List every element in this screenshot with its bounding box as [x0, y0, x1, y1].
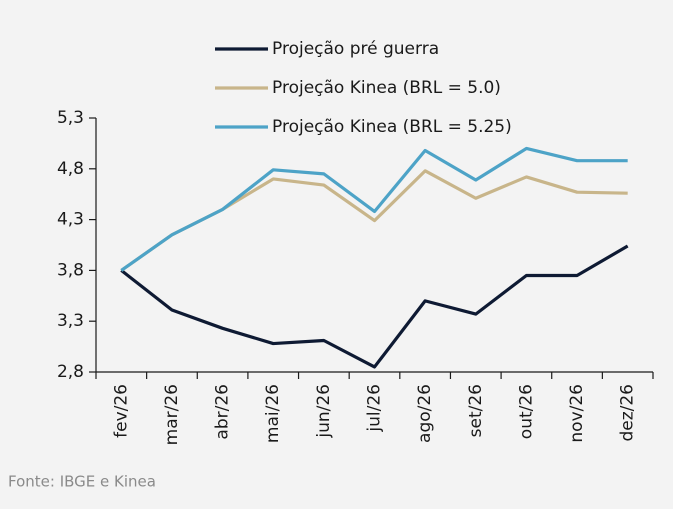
y-tick-label: 4,3: [57, 210, 84, 230]
x-tick-label: dez/26: [618, 384, 638, 442]
series-line: [120, 244, 629, 369]
x-tick-label: mai/26: [263, 384, 283, 443]
legend-label: Projeção pré guerra: [272, 39, 439, 59]
x-tick-label: out/26: [516, 384, 536, 439]
legend-label: Projeção Kinea (BRL = 5.25): [272, 117, 512, 137]
x-tick-label: fev/26: [111, 384, 131, 438]
x-tick-label: jul/26: [365, 384, 385, 433]
x-tick-label: ago/26: [415, 384, 435, 443]
source-note: Fonte: IBGE e Kinea: [8, 473, 156, 491]
y-tick-label: 3,3: [57, 311, 84, 331]
legend-label: Projeção Kinea (BRL = 5.0): [272, 78, 501, 98]
x-tick-label: abr/26: [213, 384, 233, 440]
x-tick-label: nov/26: [567, 384, 587, 443]
y-tick-label: 4,8: [57, 159, 84, 179]
x-tick-label: set/26: [466, 384, 486, 437]
y-tick-label: 2,8: [57, 362, 84, 382]
y-tick-label: 5,3: [57, 108, 84, 128]
x-tick-label: mar/26: [162, 384, 182, 445]
y-tick-label: 3,8: [57, 260, 84, 280]
x-tick-label: jun/26: [314, 384, 334, 439]
series-line: [120, 146, 628, 272]
